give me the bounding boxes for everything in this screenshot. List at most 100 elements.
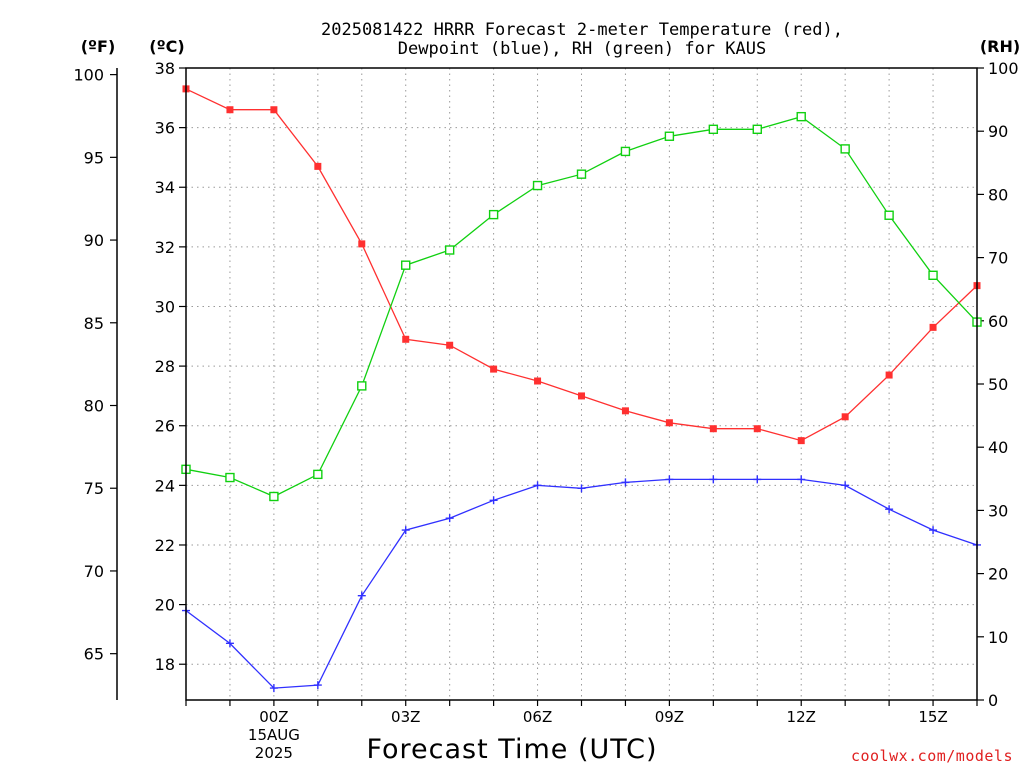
rh-point [752, 124, 762, 135]
dewpoint-point [401, 526, 410, 535]
rh-axis: 0 10 20 30 40 50 60 70 80 90 100 [977, 59, 1019, 710]
rh-tick-label: 20 [988, 565, 1008, 584]
dewpoint-point [269, 684, 278, 693]
temperature-series [182, 85, 981, 445]
x-tick-label: 2025 [255, 744, 293, 762]
fahrenheit-tick-label: 95 [84, 148, 104, 167]
x-axis-label: Forecast Time (UTC) [366, 734, 657, 765]
x-tick-label: 12Z [787, 708, 816, 726]
dewpoint-point [621, 478, 630, 487]
rh-tick-label: 0 [988, 691, 998, 710]
dewpoint-point [885, 505, 894, 514]
temperature-point [270, 106, 278, 114]
x-tick-label: 00Z [259, 708, 288, 726]
plot-frame [185, 67, 978, 701]
temperature-point [446, 341, 454, 349]
fahrenheit-tick-label: 100 [73, 66, 104, 85]
rh-point [488, 209, 499, 220]
rh-point [576, 169, 587, 179]
dewpoint-point [489, 496, 498, 505]
dewpoint-point [929, 526, 938, 535]
x-tick-label: 03Z [391, 708, 420, 726]
dewpoint-point [533, 481, 542, 490]
rh-tick-label: 60 [988, 312, 1008, 331]
fahrenheit-tick-label: 65 [84, 645, 104, 664]
rh-point [532, 180, 543, 191]
rh-point [401, 260, 411, 270]
rh-tick-label: 100 [988, 59, 1019, 78]
dewpoint-point [225, 639, 234, 648]
temperature-point [797, 437, 805, 445]
temperature-point [226, 106, 234, 114]
rh-point [269, 491, 279, 502]
temperature-point [314, 162, 322, 170]
celsius-unit-label: (ºC) [149, 37, 184, 56]
fahrenheit-unit-label: (ºF) [81, 37, 116, 56]
rh-point [313, 469, 323, 480]
fahrenheit-tick-label: 70 [84, 562, 104, 581]
rh-tick-label: 10 [988, 628, 1008, 647]
x-tick-label: 15Z [918, 708, 947, 726]
temperature-point [358, 240, 366, 248]
rh-point [884, 210, 894, 220]
rh-point [796, 111, 806, 122]
celsius-tick-label: 26 [155, 417, 175, 436]
celsius-tick-label: 38 [155, 59, 175, 78]
rh-point [444, 245, 455, 255]
temperature-point [534, 377, 542, 385]
dewpoint-point [577, 484, 586, 493]
dewpoint-point [841, 481, 850, 490]
dewpoint-point [357, 591, 366, 600]
grid-lines [186, 68, 977, 700]
chart-title: 2025081422 HRRR Forecast 2-meter Tempera… [321, 20, 843, 40]
dewpoint-point [313, 681, 322, 690]
rh-point [225, 472, 235, 483]
chart-subtitle: Dewpoint (blue), RH (green) for KAUS [398, 39, 766, 59]
fahrenheit-tick-label: 85 [84, 314, 104, 333]
temperature-point [885, 371, 893, 379]
credit-text: coolwx.com/models [851, 747, 1013, 765]
rh-point [708, 124, 719, 135]
x-tick-label: 15AUG [248, 726, 300, 744]
rh-unit-label: (RH) [980, 37, 1020, 56]
celsius-tick-label: 28 [155, 357, 175, 376]
fahrenheit-tick-label: 75 [84, 479, 104, 498]
rh-point [928, 270, 938, 280]
celsius-tick-label: 24 [155, 476, 175, 495]
x-tick-label: 06Z [523, 708, 552, 726]
celsius-tick-label: 36 [155, 119, 175, 138]
rh-tick-label: 50 [988, 375, 1008, 394]
data-series [181, 85, 982, 693]
rh-tick-label: 70 [988, 249, 1008, 268]
rh-point [840, 144, 850, 154]
dewpoint-point [753, 475, 762, 484]
celsius-tick-label: 22 [155, 536, 175, 555]
temperature-point [929, 323, 937, 331]
rh-tick-label: 30 [988, 501, 1008, 520]
dewpoint-series [182, 475, 981, 693]
temperature-point [665, 419, 673, 427]
dewpoint-point [709, 475, 718, 484]
fahrenheit-axis: 65 70 75 80 85 90 95 100 [73, 66, 118, 700]
rh-tick-label: 90 [988, 122, 1008, 141]
temperature-point [578, 392, 585, 400]
temperature-point [841, 413, 849, 421]
temperature-point [709, 425, 717, 433]
temperature-point [753, 425, 761, 433]
x-tick-label: 09Z [655, 708, 684, 726]
fahrenheit-tick-label: 80 [84, 397, 104, 416]
dewpoint-point [665, 475, 674, 484]
temperature-point [621, 407, 629, 415]
temperature-point [490, 365, 498, 373]
temperature-point [402, 335, 410, 343]
celsius-tick-label: 30 [155, 297, 175, 316]
celsius-axis: 18 20 22 24 26 28 30 32 34 36 38 [155, 59, 186, 674]
celsius-tick-label: 34 [155, 178, 175, 197]
rh-point [357, 381, 367, 391]
celsius-tick-label: 20 [155, 596, 175, 615]
celsius-tick-label: 18 [155, 655, 175, 674]
dewpoint-point [445, 514, 454, 523]
dewpoint-point [797, 475, 806, 484]
